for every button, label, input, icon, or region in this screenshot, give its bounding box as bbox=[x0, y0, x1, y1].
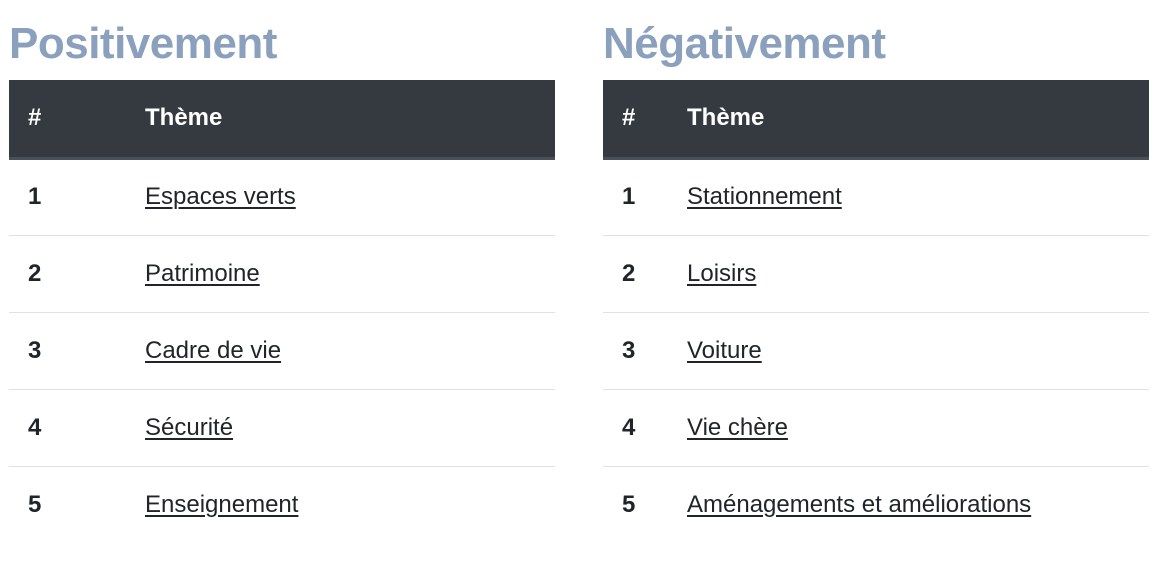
table-row: 5 Aménagements et améliorations bbox=[603, 466, 1149, 543]
table-row: 4 Sécurité bbox=[9, 389, 555, 466]
positive-table-header: # Thème bbox=[9, 80, 555, 160]
negative-table-header: # Thème bbox=[603, 80, 1149, 160]
theme-cell: Sécurité bbox=[145, 389, 555, 466]
rank-cell: 3 bbox=[622, 336, 636, 364]
theme-link[interactable]: Patrimoine bbox=[145, 259, 260, 287]
rank-cell: 1 bbox=[28, 183, 42, 210]
table-row: 2 Patrimoine bbox=[9, 235, 555, 312]
theme-link[interactable]: Enseignement bbox=[145, 490, 299, 518]
rank-cell: 5 bbox=[28, 490, 42, 518]
theme-link[interactable]: Stationnement bbox=[687, 183, 842, 210]
positive-table: # Thème 1 Espaces verts 2 Patrimoine 3 C… bbox=[9, 80, 555, 543]
negative-table: # Thème 1 Stationnement 2 Loisirs 3 Voit… bbox=[603, 80, 1149, 543]
theme-cell: Enseignement bbox=[145, 466, 555, 543]
theme-cell: Espaces verts bbox=[145, 158, 555, 235]
table-row: 4 Vie chère bbox=[603, 389, 1149, 466]
theme-cell: Vie chère bbox=[687, 389, 1149, 466]
theme-link[interactable]: Aménagements et améliorations bbox=[687, 490, 1032, 518]
theme-cell: Aménagements et améliorations bbox=[687, 466, 1149, 543]
theme-cell: Loisirs bbox=[687, 235, 1149, 312]
table-row: 1 Espaces verts bbox=[9, 158, 555, 235]
rank-cell: 4 bbox=[28, 413, 42, 441]
theme-link[interactable]: Voiture bbox=[687, 336, 762, 364]
theme-column-header: Thème bbox=[145, 80, 555, 160]
rank-cell: 3 bbox=[28, 336, 42, 364]
theme-cell: Stationnement bbox=[687, 158, 1149, 235]
table-row: 1 Stationnement bbox=[603, 158, 1149, 235]
theme-link[interactable]: Espaces verts bbox=[145, 183, 296, 210]
theme-column-header: Thème bbox=[687, 80, 1149, 160]
theme-link[interactable]: Cadre de vie bbox=[145, 336, 282, 364]
positive-panel: Positivement # Thème 1 Espaces verts 2 P… bbox=[9, 16, 555, 543]
theme-link[interactable]: Vie chère bbox=[687, 413, 788, 441]
theme-cell: Patrimoine bbox=[145, 235, 555, 312]
rank-cell: 4 bbox=[622, 413, 636, 441]
positive-title: Positivement bbox=[9, 19, 277, 68]
table-row: 3 Voiture bbox=[603, 312, 1149, 389]
rank-column-header: # bbox=[9, 80, 145, 160]
theme-cell: Voiture bbox=[687, 312, 1149, 389]
table-row: 5 Enseignement bbox=[9, 466, 555, 543]
rank-column-header: # bbox=[603, 80, 687, 160]
table-row: 3 Cadre de vie bbox=[9, 312, 555, 389]
table-row: 2 Loisirs bbox=[603, 235, 1149, 312]
rank-cell: 1 bbox=[622, 183, 636, 210]
theme-link[interactable]: Sécurité bbox=[145, 413, 234, 441]
theme-cell: Cadre de vie bbox=[145, 312, 555, 389]
negative-title: Négativement bbox=[603, 19, 886, 68]
rank-cell: 2 bbox=[622, 259, 636, 287]
rank-cell: 2 bbox=[28, 259, 42, 287]
negative-panel: Négativement # Thème 1 Stationnement 2 L… bbox=[603, 16, 1149, 543]
rank-cell: 5 bbox=[622, 490, 636, 518]
theme-link[interactable]: Loisirs bbox=[687, 259, 757, 287]
